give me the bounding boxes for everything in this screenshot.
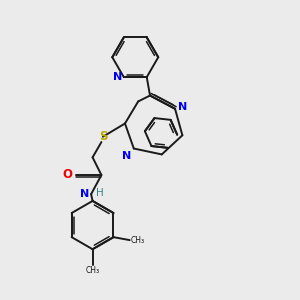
Text: O: O — [63, 168, 73, 181]
Text: CH₃: CH₃ — [130, 236, 144, 244]
Text: S: S — [99, 130, 107, 143]
Text: N: N — [113, 72, 122, 82]
Text: N: N — [80, 189, 90, 199]
Text: CH₃: CH₃ — [85, 266, 100, 275]
Text: H: H — [95, 188, 103, 198]
Text: N: N — [178, 102, 187, 112]
Text: N: N — [122, 151, 131, 161]
